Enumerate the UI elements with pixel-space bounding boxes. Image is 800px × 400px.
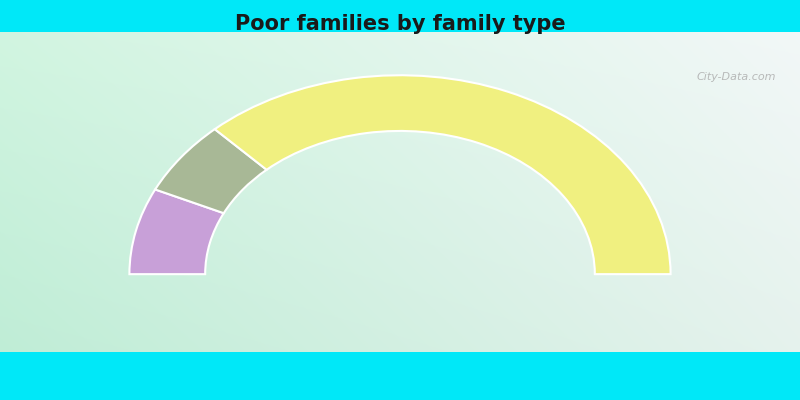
Wedge shape [155, 129, 266, 213]
Wedge shape [214, 75, 670, 274]
Text: City-Data.com: City-Data.com [697, 72, 776, 82]
Wedge shape [130, 190, 224, 274]
Text: Poor families by family type: Poor families by family type [234, 14, 566, 34]
